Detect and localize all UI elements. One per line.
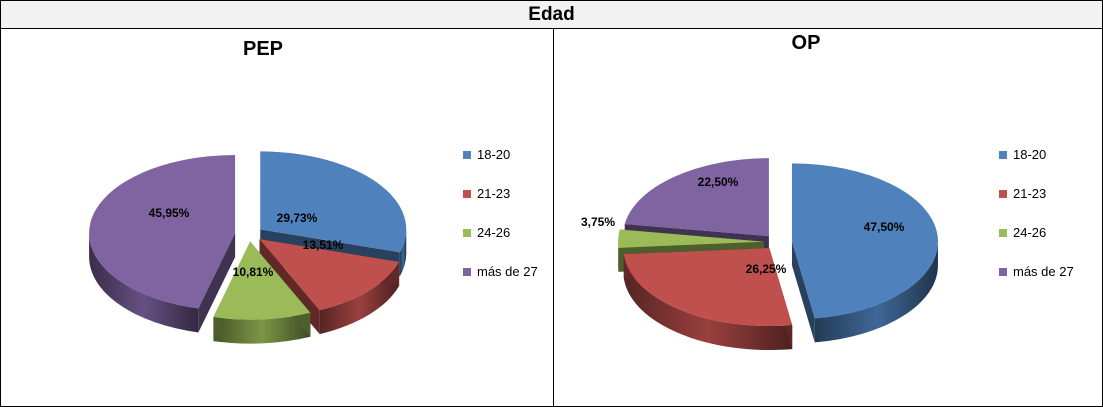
data-label-pep-24-26: 10,81% [233, 265, 274, 279]
pie-chart-pep: PEP 29,73% 13,51% 10,81% 45,95% 18-20 21-23 24-… [89, 38, 538, 344]
data-label-pep-21-23: 13,51% [303, 238, 344, 252]
legend-label-18-20: 18-20 [477, 147, 510, 162]
header-bar: Edad [1, 1, 1102, 29]
data-label-op-21-23: 26,25% [746, 262, 787, 276]
pie-slice-pep-m-s-de-27 [89, 155, 236, 333]
legend-swatch-21-23 [999, 190, 1007, 198]
legend-swatch-24-26 [463, 229, 471, 237]
legend-pep: 18-20 21-23 24-26 más de 27 [463, 147, 538, 279]
legend-label-m-s-de-27: más de 27 [1013, 264, 1074, 279]
panel-divider [553, 29, 554, 407]
pie-slice-op-21-23 [623, 248, 793, 351]
pie-chart-op: OP 47,50% 26,25% 3,75% 22,50% 18-20 21-23 24-26… [581, 32, 1074, 351]
header-title: Edad [528, 3, 575, 25]
legend-swatch-24-26 [999, 229, 1007, 237]
legend-swatch-m-s-de-27 [463, 268, 471, 276]
legend-op: 18-20 21-23 24-26 más de 27 [999, 147, 1074, 279]
pie-slice-pep-24-26 [213, 241, 311, 344]
data-label-op-m-s-de-27: 22,50% [698, 175, 739, 189]
data-label-op-18-20: 47,50% [864, 220, 905, 234]
data-label-pep-18-20: 29,73% [277, 211, 318, 225]
legend-swatch-m-s-de-27 [999, 268, 1007, 276]
legend-label-21-23: 21-23 [477, 186, 510, 201]
legend-label-21-23: 21-23 [1013, 186, 1046, 201]
legend-label-24-26: 24-26 [477, 225, 510, 240]
pie-title-pep: PEP [243, 38, 283, 60]
data-label-pep-m-s-de-27: 45,95% [149, 206, 190, 220]
legend-swatch-21-23 [463, 190, 471, 198]
legend-label-m-s-de-27: más de 27 [477, 264, 538, 279]
pie-panel-op: OP 47,50% 26,25% 3,75% 22,50% 18-20 21-23 24-26… [554, 29, 1102, 406]
pie-slice-op-18-20 [791, 163, 938, 343]
legend-swatch-18-20 [999, 151, 1007, 159]
pie-panel-pep: PEP 29,73% 13,51% 10,81% 45,95% 18-20 21-23 24-… [1, 29, 553, 406]
legend-swatch-18-20 [463, 151, 471, 159]
legend-label-24-26: 24-26 [1013, 225, 1046, 240]
legend-label-18-20: 18-20 [1013, 147, 1046, 162]
data-label-op-24-26: 3,75% [581, 215, 615, 229]
pie-title-op: OP [792, 32, 821, 54]
